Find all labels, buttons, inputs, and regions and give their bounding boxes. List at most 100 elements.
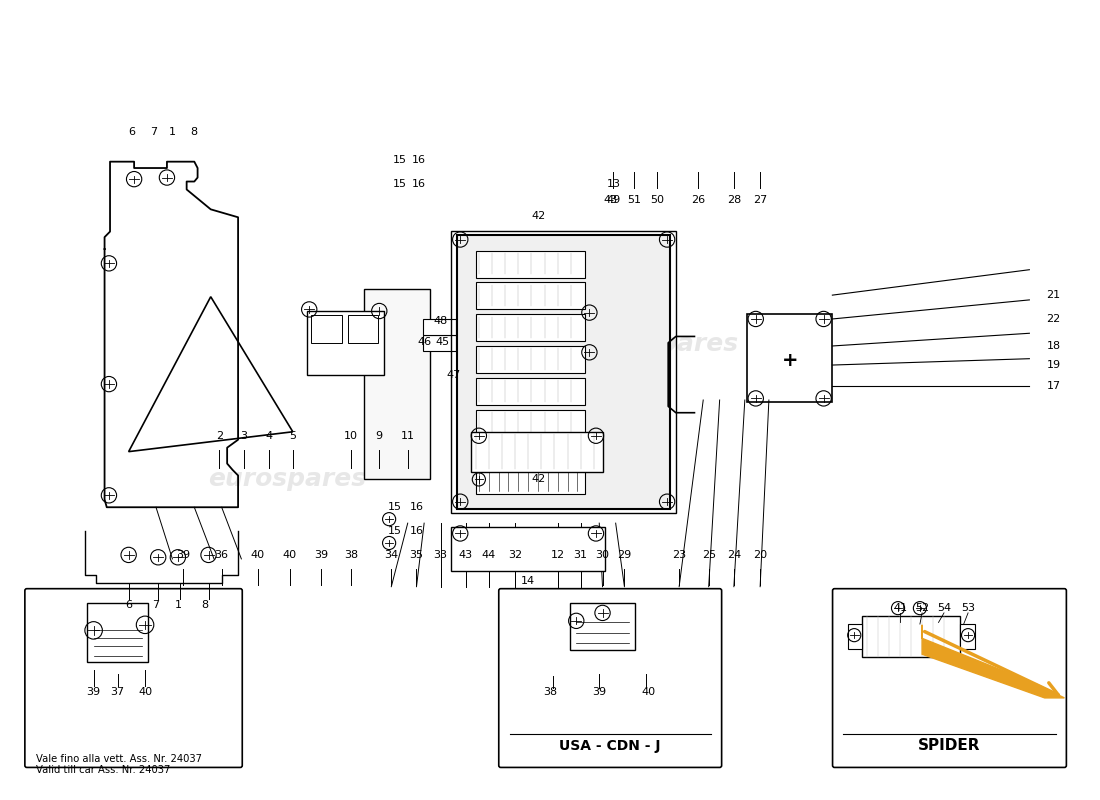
Text: 5: 5 — [289, 430, 296, 441]
Text: 36: 36 — [214, 550, 229, 560]
Text: 37: 37 — [111, 686, 124, 697]
Text: 42: 42 — [532, 210, 547, 221]
Text: 16: 16 — [411, 155, 426, 165]
Text: 25: 25 — [702, 550, 716, 560]
Text: 33: 33 — [433, 550, 448, 560]
Text: 15: 15 — [387, 502, 402, 512]
Bar — [475, 446, 585, 494]
Bar — [348, 315, 378, 342]
Bar — [471, 432, 603, 471]
Bar — [475, 346, 585, 373]
Text: 18: 18 — [1046, 341, 1060, 351]
Text: 45: 45 — [436, 337, 450, 347]
Text: 3: 3 — [240, 430, 248, 441]
Text: 1: 1 — [175, 600, 182, 610]
Text: SPIDER: SPIDER — [918, 738, 981, 753]
Polygon shape — [922, 625, 1065, 698]
Text: eurospares: eurospares — [581, 332, 738, 356]
Text: 21: 21 — [1046, 290, 1060, 300]
Bar — [424, 335, 455, 350]
Text: 19: 19 — [1046, 360, 1060, 370]
Text: +: + — [781, 350, 798, 370]
Bar — [862, 616, 960, 658]
Bar — [475, 282, 585, 310]
Bar — [747, 314, 833, 402]
Bar — [475, 250, 585, 278]
Text: 4: 4 — [265, 430, 273, 441]
Bar — [570, 602, 636, 650]
Text: 8: 8 — [201, 600, 209, 610]
Text: 8: 8 — [190, 127, 198, 138]
Text: 32: 32 — [508, 550, 522, 560]
Text: 9: 9 — [376, 430, 383, 441]
Text: 16: 16 — [409, 502, 424, 512]
FancyBboxPatch shape — [498, 589, 722, 767]
Text: 40: 40 — [138, 686, 152, 697]
Text: 11: 11 — [400, 430, 415, 441]
Text: 40: 40 — [283, 550, 297, 560]
Text: 40: 40 — [641, 687, 656, 698]
Text: 38: 38 — [543, 687, 557, 698]
Bar — [475, 410, 585, 437]
Text: 43: 43 — [459, 550, 473, 560]
Bar — [364, 289, 430, 479]
Text: 29: 29 — [617, 550, 631, 560]
Text: 47: 47 — [447, 370, 461, 379]
Bar — [451, 230, 675, 513]
Text: 27: 27 — [754, 194, 768, 205]
Text: eurospares: eurospares — [208, 467, 366, 491]
Bar — [960, 624, 975, 650]
Text: 24: 24 — [727, 550, 741, 560]
FancyBboxPatch shape — [833, 589, 1066, 767]
Text: 20: 20 — [754, 550, 767, 560]
Text: 54: 54 — [937, 603, 952, 613]
Text: 44: 44 — [482, 550, 496, 560]
Text: 53: 53 — [961, 603, 975, 613]
Text: 39: 39 — [592, 687, 606, 698]
Text: 51: 51 — [627, 194, 641, 205]
Bar — [475, 378, 585, 405]
Text: 15: 15 — [393, 179, 407, 189]
Text: 7: 7 — [151, 127, 157, 138]
Bar — [87, 602, 148, 662]
Text: 43: 43 — [603, 194, 617, 205]
Text: 52: 52 — [915, 603, 930, 613]
Text: 15: 15 — [387, 526, 402, 536]
Text: 12: 12 — [551, 550, 564, 560]
Text: 28: 28 — [727, 194, 741, 205]
Text: 39: 39 — [176, 550, 190, 560]
Text: 23: 23 — [672, 550, 686, 560]
Text: 50: 50 — [650, 194, 664, 205]
Text: 30: 30 — [595, 550, 609, 560]
Text: 41: 41 — [893, 603, 907, 613]
Text: 1: 1 — [169, 127, 176, 138]
Text: 6: 6 — [125, 600, 132, 610]
Text: 40: 40 — [251, 550, 265, 560]
Text: 34: 34 — [384, 550, 398, 560]
Text: 31: 31 — [573, 550, 587, 560]
Text: 39: 39 — [315, 550, 328, 560]
Text: 38: 38 — [343, 550, 358, 560]
FancyBboxPatch shape — [25, 589, 242, 767]
Text: 16: 16 — [411, 179, 426, 189]
Bar — [848, 624, 862, 650]
Text: 48: 48 — [433, 315, 448, 326]
Text: 49: 49 — [606, 194, 620, 205]
Text: 39: 39 — [87, 686, 101, 697]
Text: 22: 22 — [1046, 314, 1060, 324]
Text: 6: 6 — [129, 127, 135, 138]
Text: 7: 7 — [153, 600, 159, 610]
Bar — [307, 311, 384, 374]
Bar — [475, 314, 585, 342]
Text: 16: 16 — [409, 526, 424, 536]
Text: Vale fino alla vett. Ass. Nr. 24037
Valid till car Ass. Nr. 24037: Vale fino alla vett. Ass. Nr. 24037 Vali… — [35, 754, 201, 775]
Text: 46: 46 — [417, 337, 431, 347]
Text: 13: 13 — [606, 179, 620, 189]
Bar — [451, 527, 605, 571]
Text: 26: 26 — [691, 194, 705, 205]
Text: 15: 15 — [393, 155, 407, 165]
Text: 2: 2 — [216, 430, 223, 441]
Text: USA - CDN - J: USA - CDN - J — [560, 738, 661, 753]
Bar — [456, 234, 670, 509]
Text: 42: 42 — [532, 474, 547, 485]
